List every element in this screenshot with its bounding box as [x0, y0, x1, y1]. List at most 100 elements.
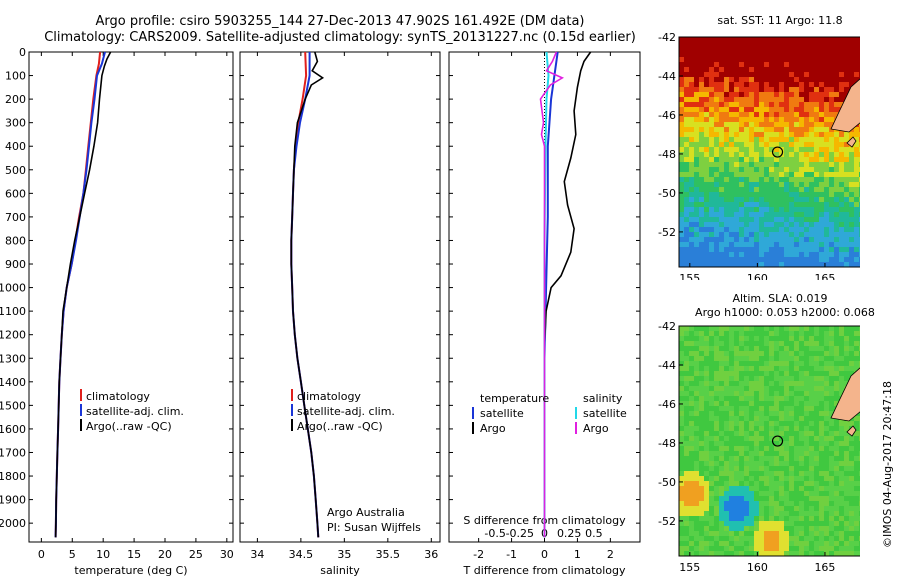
depth-tick-label: 1200 [0, 329, 26, 342]
difference-panel: -2 -1 0 1 2 T difference from climatology -0.5… [448, 51, 641, 577]
temperature-xtick-label: 5 [69, 548, 76, 561]
sst-map-frame [678, 36, 860, 268]
sla-map-title-line2: Argo h1000: 0.053 h2000: 0.068 [695, 306, 875, 319]
sst-map-raster [679, 37, 860, 268]
legend-label: Argo(..raw -QC) [86, 420, 172, 433]
depth-tick-label: 100 [5, 70, 26, 83]
sst-map-land [830, 78, 860, 133]
salinity-xlabel: salinity [320, 564, 360, 577]
credit-annotation: Argo Australia [327, 506, 405, 519]
sst-map-float-position-marker [771, 146, 784, 158]
difference-series-s-argo [539, 51, 565, 538]
sla-map-title-line1: Altim. SLA: 0.019 [732, 292, 828, 305]
imos-credit: ©IMOS 04-Aug-2017 20:47:18 [881, 381, 894, 548]
sla-map-xtick-label: 165 [814, 561, 835, 574]
temperature-xtick-label: 30 [220, 548, 234, 561]
difference-series-t-argo [543, 51, 592, 538]
depth-tick-label: 200 [5, 93, 26, 106]
figure-title-line2: Climatology: CARS2009. Satellite-adjuste… [44, 30, 636, 45]
legend-label: satellite-adj. clim. [297, 405, 395, 418]
temperature-panel: 0 100 200 300 400 500 600 700 800 900 1000 1100 1200… [0, 46, 234, 577]
depth-tick-label: 0 [19, 46, 26, 59]
sla-map-ytick-label: -46 [658, 398, 676, 411]
salinity-xtick-label: 34 [250, 548, 264, 561]
difference-xlabel: T difference from climatology [463, 564, 626, 577]
sst-map-xtick-label: 160 [747, 272, 768, 280]
salinity-frame [239, 51, 441, 543]
sst-map-ytick-label: -44 [658, 70, 676, 83]
depth-tick-label: 800 [5, 234, 26, 247]
sla-map-xtick-label: 155 [679, 561, 700, 574]
depth-tick-label: 700 [5, 211, 26, 224]
diff-legend-heading-salinity: salinity [583, 392, 623, 405]
depth-tick-label: 1700 [0, 446, 26, 459]
sst-map-title: sat. SST: 11 Argo: 11.8 [717, 14, 843, 27]
sla-map-xtick-label: 160 [747, 561, 768, 574]
depth-tick-label: 300 [5, 117, 26, 130]
credit-annotation: PI: Susan Wijffels [327, 521, 421, 534]
legend-label: satellite-adj. clim. [86, 405, 184, 418]
depth-tick-label: 500 [5, 164, 26, 177]
salinity-series-argo-raw-qc- [290, 51, 325, 538]
temperature-series-argo-raw-qc- [54, 51, 112, 538]
salinity-xtick-label: 35.5 [376, 548, 401, 561]
depth-tick-label: 1400 [0, 376, 26, 389]
depth-tick-label: 600 [5, 187, 26, 200]
depth-tick-label: 2000 [0, 517, 26, 530]
sst-map-ytick-label: -52 [658, 226, 676, 239]
salinity-diff-tick-label: 0.5 [585, 527, 603, 540]
depth-tick-label: 1800 [0, 470, 26, 483]
difference-xtick-label: 1 [574, 548, 581, 561]
salinity-diff-tick-label: -0.25 [506, 527, 534, 540]
salinity-xtick-label: 34.5 [289, 548, 314, 561]
diff-legend-label: satellite [583, 407, 627, 420]
temperature-xtick-label: 25 [189, 548, 203, 561]
depth-tick-label: 1300 [0, 352, 26, 365]
sla-map-ytick-label: -52 [658, 515, 676, 528]
sla-map-island [846, 425, 857, 437]
diff-legend-label: Argo [480, 422, 506, 435]
legend-label: climatology [297, 390, 361, 403]
salinity-diff-tick-label: -0.5 [484, 527, 505, 540]
sst-map-ytick-label: -48 [658, 148, 676, 161]
sla-map: -42 -44 -46 -48 -50 -52 155 160 165 [658, 320, 860, 574]
depth-tick-label: 1900 [0, 494, 26, 507]
sla-map-raster [679, 326, 860, 557]
temperature-xtick-label: 10 [96, 548, 110, 561]
sla-map-ytick-label: -42 [658, 320, 676, 333]
salinity-xtick-label: 36 [424, 548, 438, 561]
diff-legend-label: Argo [583, 422, 609, 435]
sla-map-ytick-label: -50 [658, 476, 676, 489]
sst-map: -42 -44 -46 -48 -50 -52 155 160 165 [658, 31, 860, 280]
diff-legend-heading-temperature: temperature [480, 392, 549, 405]
sla-map-land [830, 367, 860, 422]
salinity-diff-tick-label: 0.25 [557, 527, 582, 540]
sst-map-island [846, 136, 857, 148]
diff-legend-label: satellite [480, 407, 524, 420]
depth-tick-label: 900 [5, 258, 26, 271]
depth-tick-label: 1600 [0, 423, 26, 436]
difference-xtick-label: 2 [607, 548, 614, 561]
temperature-frame [28, 51, 234, 543]
sst-map-ytick-label: -42 [658, 31, 676, 44]
temperature-xlabel: temperature (deg C) [74, 564, 187, 577]
sla-map-ytick-label: -48 [658, 437, 676, 450]
depth-tick-label: 1100 [0, 305, 26, 318]
sst-map-xtick-label: 155 [679, 272, 700, 280]
temperature-xtick-label: 20 [158, 548, 172, 561]
sst-map-xtick-label: 165 [814, 272, 835, 280]
depth-tick-label: 1500 [0, 399, 26, 412]
sla-map-ytick-label: -44 [658, 359, 676, 372]
depth-tick-label: 1000 [0, 282, 26, 295]
salinity-panel: 34 34.5 35 35.5 36 salinity climatology satelli… [239, 51, 441, 577]
difference-xtick-label: -1 [506, 548, 517, 561]
sla-map-frame [678, 325, 860, 557]
legend-label: Argo(..raw -QC) [297, 420, 383, 433]
sst-map-ytick-label: -46 [658, 109, 676, 122]
salinity-xtick-label: 35 [337, 548, 351, 561]
sst-map-ytick-label: -50 [658, 187, 676, 200]
legend-label: climatology [86, 390, 150, 403]
depth-tick-label: 400 [5, 140, 26, 153]
